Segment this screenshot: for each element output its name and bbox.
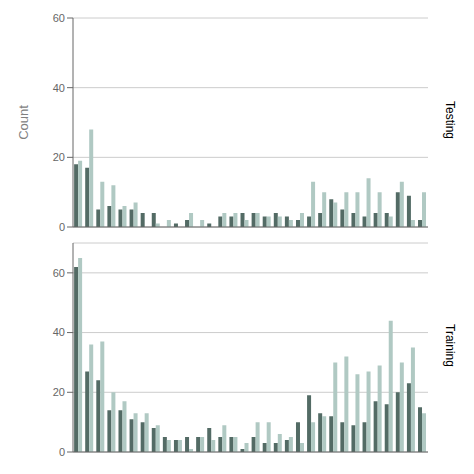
svg-text:60: 60	[53, 267, 65, 279]
svg-text:0: 0	[59, 221, 65, 233]
svg-text:0: 0	[59, 446, 65, 458]
svg-text:60: 60	[53, 12, 65, 24]
html-text:Training: Training	[443, 324, 457, 367]
svg-text:Count: Count	[16, 105, 31, 140]
svg-text:40: 40	[53, 326, 65, 338]
svg-text:20: 20	[53, 151, 65, 163]
html-text:Testing: Testing	[443, 101, 457, 140]
svg-text:20: 20	[53, 386, 65, 398]
svg-text:40: 40	[53, 82, 65, 94]
